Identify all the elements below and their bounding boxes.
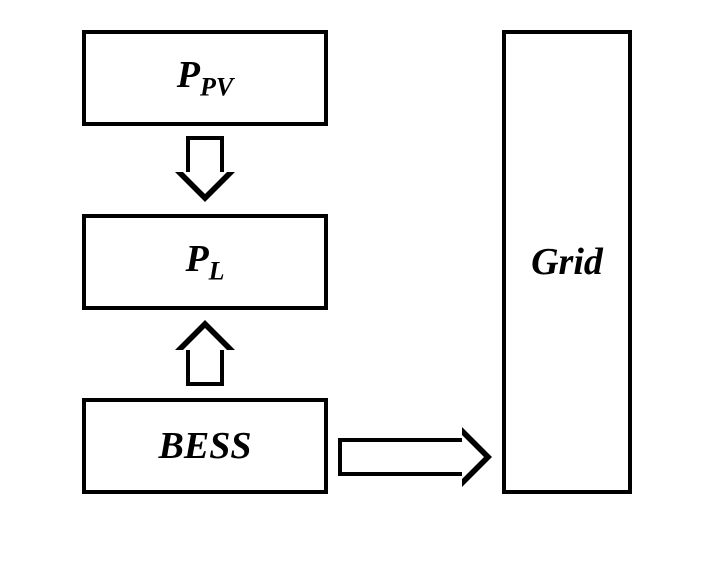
bess-box: BESS [82,398,328,494]
arrow-bess-to-pl [186,320,246,386]
grid-box: Grid [502,30,632,494]
pl-label-sub: L [209,257,225,286]
ppv-label-base: P [177,54,200,96]
arrow-ppv-to-pl [186,136,246,202]
pl-box: PL [82,214,328,310]
grid-label: Grid [531,240,603,284]
ppv-label-sub: PV [200,73,233,102]
pl-label-base: P [185,238,208,280]
pl-label: PL [185,237,224,287]
arrow-bess-to-grid [338,427,492,487]
ppv-box: PPV [82,30,328,126]
bess-label: BESS [159,424,252,468]
ppv-label: PPV [177,53,233,103]
